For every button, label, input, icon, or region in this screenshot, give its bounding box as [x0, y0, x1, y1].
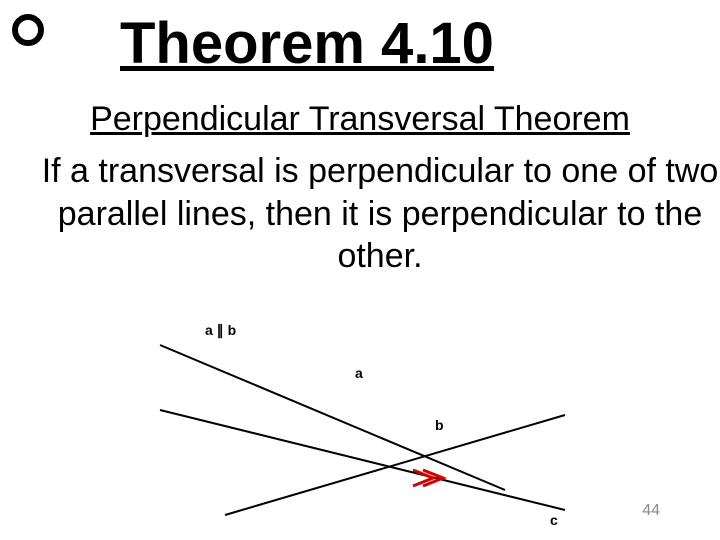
theorem-diagram: a ∥ b a b c [145, 320, 575, 530]
line-c [225, 415, 565, 515]
label-parallel: a ∥ b [205, 322, 236, 339]
page-number: 44 [642, 502, 660, 520]
label-b: b [435, 417, 444, 433]
theorem-statement: If a transversal is perpendicular to one… [40, 150, 720, 278]
diagram-svg: a ∥ b a b c [145, 320, 575, 530]
slide-bullet-icon [12, 14, 44, 46]
theorem-name: Perpendicular Transversal Theorem [0, 100, 720, 139]
label-a: a [355, 365, 363, 381]
label-c: c [550, 512, 558, 528]
slide-title: Theorem 4.10 [120, 10, 494, 77]
line-b [160, 410, 565, 510]
line-a [160, 345, 505, 490]
